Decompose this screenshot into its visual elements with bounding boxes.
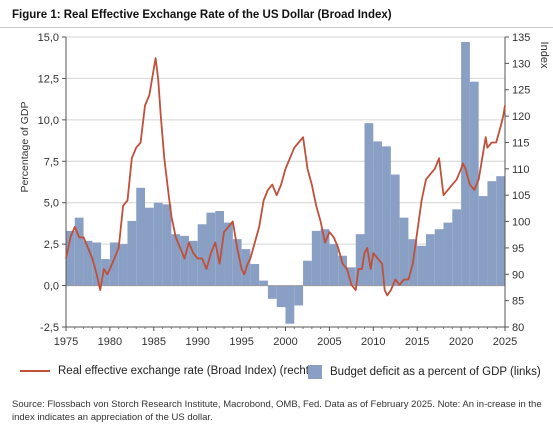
- x-tick-label: 2025: [493, 336, 517, 348]
- axes: [62, 36, 509, 331]
- deficit-bar: [267, 285, 277, 299]
- deficit-bar: [127, 220, 137, 286]
- deficit-bar: [346, 267, 356, 286]
- deficit-bar: [461, 41, 470, 286]
- x-tick-label: 1975: [54, 336, 78, 348]
- deficit-bar: [496, 176, 505, 286]
- deficit-bars: [66, 41, 505, 324]
- x-tick-label: 2020: [449, 336, 473, 348]
- deficit-bar: [390, 174, 400, 286]
- right-tick-label: 135: [512, 32, 530, 44]
- deficit-bar: [74, 217, 84, 286]
- deficit-bar: [285, 285, 295, 324]
- legend-bar-label: Budget deficit as a percent of GDP (link…: [330, 366, 541, 378]
- axis-labels: -2,5 0,0 2,5 5,0 7,5 10,0 12,5 15,0 80 85 90 95 100 1…: [19, 32, 550, 348]
- legend-item-deficit: Budget deficit as a percent of GDP (link…: [308, 365, 541, 379]
- left-tick-label: 10,0: [38, 115, 59, 127]
- legend: Real effective exchange rate (Broad Inde…: [10, 365, 550, 385]
- deficit-bar: [452, 209, 462, 286]
- deficit-bar: [250, 264, 260, 286]
- legend-bar-swatch: [308, 365, 322, 379]
- deficit-bar: [487, 181, 497, 286]
- x-tick-label: 1980: [98, 336, 122, 348]
- deficit-bar: [232, 239, 242, 286]
- exchange-rate-line: [65, 57, 506, 297]
- deficit-bar: [224, 222, 233, 286]
- deficit-bar: [320, 229, 330, 286]
- right-tick-label: 115: [512, 137, 530, 149]
- deficit-bar: [162, 204, 172, 286]
- deficit-bar: [276, 285, 286, 308]
- deficit-bar: [434, 229, 444, 286]
- deficit-bar: [215, 211, 225, 286]
- right-tick-label: 125: [512, 85, 530, 97]
- title-divider: [0, 27, 553, 28]
- x-tick-label: 2010: [361, 336, 385, 348]
- deficit-bar: [373, 141, 383, 286]
- deficit-bar: [382, 146, 391, 286]
- deficit-bar: [303, 260, 312, 286]
- right-tick-label: 105: [512, 190, 530, 202]
- left-tick-label: 15,0: [38, 32, 59, 44]
- x-tick-label: 2015: [405, 336, 429, 348]
- source-note: Source: Flossbach von Storch Research In…: [12, 399, 542, 423]
- right-tick-label: 90: [512, 269, 524, 281]
- deficit-bar: [311, 230, 321, 286]
- exchange-rate-path: [65, 57, 506, 297]
- left-tick-label: -2,5: [40, 322, 59, 334]
- right-tick-label: 120: [512, 111, 530, 123]
- figure-title: Figure 1: Real Effective Exchange Rate o…: [12, 9, 392, 21]
- deficit-bar: [153, 202, 163, 286]
- deficit-bar: [206, 212, 216, 286]
- left-tick-label: 0,0: [44, 281, 59, 293]
- right-tick-label: 95: [512, 243, 524, 255]
- deficit-bar: [355, 234, 365, 286]
- left-tick-label: 12,5: [38, 73, 59, 85]
- deficit-bar: [443, 222, 453, 286]
- right-tick-label: 130: [512, 58, 530, 70]
- left-tick-label: 7,5: [44, 156, 59, 168]
- legend-item-exchange-rate: Real effective exchange rate (Broad Inde…: [20, 365, 319, 377]
- deficit-bar: [66, 230, 75, 286]
- deficit-bar: [145, 207, 154, 286]
- right-tick-label: 80: [512, 322, 524, 334]
- deficit-bar: [478, 196, 488, 286]
- deficit-bar: [259, 280, 268, 286]
- deficit-bar: [399, 217, 409, 286]
- deficit-bar: [294, 285, 304, 306]
- deficit-bar: [188, 240, 198, 286]
- deficit-bar: [83, 240, 93, 286]
- x-tick-label: 2005: [317, 336, 341, 348]
- x-tick-label: 1990: [185, 336, 209, 348]
- left-tick-label: 2,5: [44, 239, 59, 251]
- right-tick-label: 100: [512, 217, 530, 229]
- deficit-bar: [136, 187, 146, 286]
- right-tick-label: 110: [512, 164, 530, 176]
- legend-line-swatch: [20, 370, 50, 372]
- x-tick-label: 1995: [229, 336, 253, 348]
- deficit-bar: [109, 242, 119, 286]
- left-axis-title: Percentage of GDP: [19, 101, 31, 192]
- deficit-bar: [338, 255, 347, 286]
- right-tick-label: 85: [512, 296, 524, 308]
- chart: -2,5 0,0 2,5 5,0 7,5 10,0 12,5 15,0 80 85 90 95 100 1…: [19, 32, 550, 348]
- deficit-bar: [364, 123, 374, 286]
- deficit-bar: [197, 224, 207, 286]
- deficit-bar: [329, 244, 339, 286]
- x-tick-label: 1985: [142, 336, 166, 348]
- deficit-bar: [469, 81, 479, 286]
- deficit-bar: [417, 245, 426, 286]
- deficit-bar: [425, 234, 435, 286]
- left-tick-label: 5,0: [44, 198, 59, 210]
- legend-line-label: Real effective exchange rate (Broad Inde…: [58, 365, 319, 377]
- right-axis-title: Index: [538, 42, 550, 69]
- deficit-bar: [118, 244, 128, 286]
- deficit-bar: [92, 242, 102, 286]
- deficit-bar: [171, 234, 181, 286]
- x-tick-label: 2000: [273, 336, 297, 348]
- deficit-bar: [180, 235, 189, 286]
